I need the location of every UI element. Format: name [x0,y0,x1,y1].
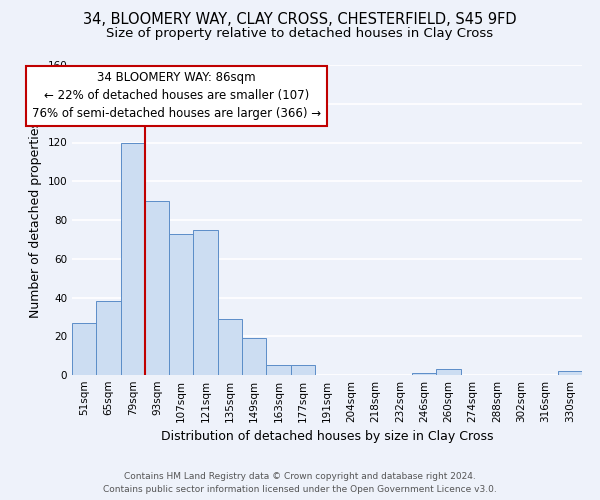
Text: 34 BLOOMERY WAY: 86sqm
← 22% of detached houses are smaller (107)
76% of semi-de: 34 BLOOMERY WAY: 86sqm ← 22% of detached… [32,72,321,120]
Bar [169,234,193,375]
Bar [218,319,242,375]
Bar [242,338,266,375]
Bar [290,366,315,375]
Text: Contains HM Land Registry data © Crown copyright and database right 2024.
Contai: Contains HM Land Registry data © Crown c… [103,472,497,494]
Bar [266,366,290,375]
Bar [72,322,96,375]
Bar [436,369,461,375]
Y-axis label: Number of detached properties: Number of detached properties [29,122,42,318]
Bar [96,302,121,375]
Bar [193,230,218,375]
Bar [121,142,145,375]
Text: Size of property relative to detached houses in Clay Cross: Size of property relative to detached ho… [106,28,494,40]
Bar [412,373,436,375]
Bar [145,200,169,375]
X-axis label: Distribution of detached houses by size in Clay Cross: Distribution of detached houses by size … [161,430,493,444]
Bar [558,371,582,375]
Text: 34, BLOOMERY WAY, CLAY CROSS, CHESTERFIELD, S45 9FD: 34, BLOOMERY WAY, CLAY CROSS, CHESTERFIE… [83,12,517,28]
